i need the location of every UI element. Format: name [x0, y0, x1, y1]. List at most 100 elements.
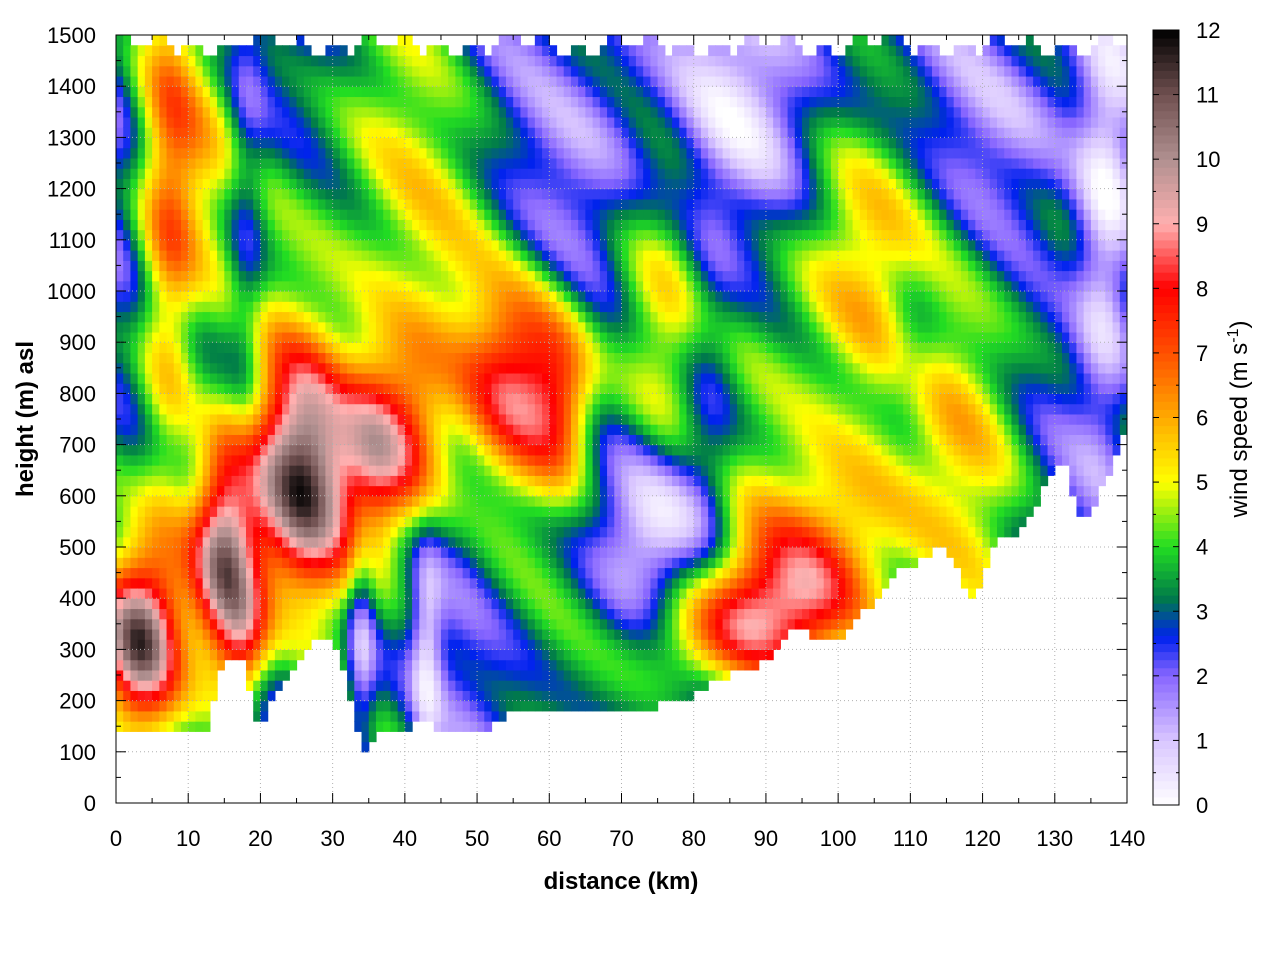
heatmap-cell: [347, 147, 355, 159]
heatmap-cell: [137, 372, 146, 384]
heatmap-cell: [253, 362, 262, 374]
heatmap-cell: [635, 147, 644, 159]
heatmap-cell: [527, 608, 536, 620]
heatmap-cell: [412, 352, 420, 364]
heatmap-cell: [166, 434, 175, 446]
heatmap-cell: [599, 372, 608, 384]
heatmap-cell: [383, 495, 392, 507]
heatmap-cell: [166, 454, 175, 466]
heatmap-cell: [650, 383, 659, 394]
heatmap-cell: [556, 547, 565, 558]
heatmap-cell: [303, 536, 312, 548]
heatmap-cell: [643, 587, 651, 599]
heatmap-cell: [628, 669, 637, 681]
heatmap-cell: [282, 465, 290, 476]
heatmap-cell: [635, 598, 644, 610]
heatmap-cell: [209, 229, 218, 241]
heatmap-cell: [166, 659, 175, 671]
heatmap-cell: [159, 188, 168, 200]
heatmap-cell: [498, 403, 507, 415]
heatmap-cell: [354, 516, 363, 528]
heatmap-cell: [310, 86, 319, 98]
heatmap-cell: [448, 393, 457, 405]
heatmap-cell: [296, 608, 305, 620]
heatmap-cell: [245, 628, 254, 640]
heatmap-cell: [563, 403, 572, 415]
heatmap-cell: [527, 536, 536, 548]
heatmap-cell: [650, 639, 659, 650]
heatmap-cell: [123, 669, 132, 681]
heatmap-cell: [231, 485, 240, 497]
heatmap-cell: [332, 372, 341, 384]
heatmap-cell: [238, 587, 247, 599]
heatmap-cell: [592, 362, 601, 374]
heatmap-cell: [253, 219, 262, 231]
heatmap-cell: [578, 45, 586, 57]
heatmap-cell: [238, 362, 247, 374]
heatmap-cell: [621, 157, 630, 169]
heatmap-cell: [643, 577, 651, 589]
heatmap-cell: [650, 362, 659, 374]
heatmap-cell: [397, 424, 406, 435]
heatmap-cell: [513, 198, 521, 210]
heatmap-cell: [433, 536, 442, 548]
heatmap-cell: [484, 557, 493, 569]
heatmap-cell: [527, 229, 536, 241]
heatmap-cell: [534, 475, 543, 487]
heatmap-cell: [534, 506, 543, 517]
heatmap-cell: [202, 106, 211, 118]
heatmap-cell: [159, 649, 168, 661]
heatmap-cell: [563, 700, 572, 712]
heatmap-cell: [202, 424, 211, 435]
heatmap-cell: [534, 157, 543, 169]
heatmap-cell: [180, 321, 189, 333]
heatmap-cell: [152, 219, 160, 231]
heatmap-cell: [231, 475, 240, 487]
heatmap-cell: [513, 393, 521, 405]
heatmap-cell: [542, 475, 550, 487]
heatmap-cell: [484, 403, 493, 415]
heatmap-cell: [267, 526, 276, 538]
heatmap-cell: [383, 106, 392, 118]
heatmap-cell: [433, 680, 442, 691]
heatmap-cell: [650, 86, 659, 98]
heatmap-cell: [137, 250, 146, 261]
heatmap-cell: [224, 147, 233, 159]
heatmap-cell: [614, 291, 623, 302]
heatmap-cell: [448, 55, 457, 67]
heatmap-cell: [224, 485, 233, 497]
heatmap-cell: [440, 311, 449, 323]
heatmap-cell: [628, 157, 637, 169]
heatmap-cell: [347, 403, 355, 415]
heatmap-cell: [368, 495, 377, 507]
heatmap-cell: [628, 178, 637, 190]
heatmap-cell: [188, 280, 197, 292]
heatmap-cell: [209, 413, 218, 425]
heatmap-cell: [635, 372, 644, 384]
heatmap-cell: [404, 608, 413, 620]
heatmap-cell: [592, 291, 601, 302]
heatmap-cell: [419, 352, 428, 364]
heatmap-cell: [520, 506, 529, 517]
heatmap-cell: [549, 577, 558, 589]
heatmap-cell: [375, 229, 384, 241]
heatmap-cell: [375, 383, 384, 394]
heatmap-cell: [209, 137, 218, 149]
heatmap-cell: [563, 372, 572, 384]
heatmap-cell: [383, 383, 392, 394]
heatmap-cell: [549, 413, 558, 425]
heatmap-cell: [137, 700, 146, 712]
heatmap-cell: [202, 55, 211, 67]
heatmap-cell: [556, 608, 565, 620]
heatmap-cell: [650, 35, 659, 46]
heatmap-cell: [469, 157, 478, 169]
heatmap-cell: [354, 383, 363, 394]
heatmap-cell: [657, 618, 666, 630]
heatmap-cell: [260, 628, 269, 640]
heatmap-cell: [361, 403, 370, 415]
heatmap-cell: [419, 700, 428, 712]
heatmap-cell: [448, 270, 457, 282]
heatmap-cell: [188, 680, 197, 691]
heatmap-cell: [274, 260, 283, 272]
heatmap-cell: [375, 372, 384, 384]
